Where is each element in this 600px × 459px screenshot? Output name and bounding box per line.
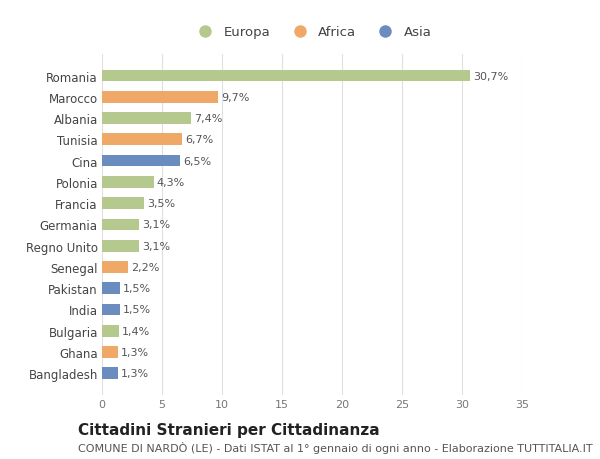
Text: 1,5%: 1,5% bbox=[123, 305, 151, 315]
Text: 6,5%: 6,5% bbox=[183, 156, 211, 166]
Bar bbox=[102, 113, 191, 125]
Bar bbox=[102, 304, 120, 316]
Bar bbox=[102, 241, 139, 252]
Text: 7,4%: 7,4% bbox=[194, 114, 222, 124]
Bar bbox=[102, 283, 120, 294]
Text: COMUNE DI NARDÒ (LE) - Dati ISTAT al 1° gennaio di ogni anno - Elaborazione TUTT: COMUNE DI NARDÒ (LE) - Dati ISTAT al 1° … bbox=[78, 441, 593, 453]
Bar bbox=[102, 262, 128, 273]
Text: 4,3%: 4,3% bbox=[157, 178, 185, 187]
Text: 6,7%: 6,7% bbox=[185, 135, 214, 145]
Text: 9,7%: 9,7% bbox=[221, 93, 250, 102]
Bar bbox=[102, 177, 154, 188]
Text: 3,5%: 3,5% bbox=[147, 199, 175, 209]
Text: 1,5%: 1,5% bbox=[123, 284, 151, 294]
Bar bbox=[102, 92, 218, 103]
Bar bbox=[102, 134, 182, 146]
Legend: Europa, Africa, Asia: Europa, Africa, Asia bbox=[187, 21, 437, 45]
Bar bbox=[102, 219, 139, 231]
Text: 1,3%: 1,3% bbox=[121, 347, 149, 357]
Text: 1,4%: 1,4% bbox=[122, 326, 150, 336]
Bar bbox=[102, 198, 144, 209]
Text: 1,3%: 1,3% bbox=[121, 369, 149, 379]
Bar bbox=[102, 347, 118, 358]
Bar bbox=[102, 368, 118, 379]
Bar bbox=[102, 325, 119, 337]
Text: 2,2%: 2,2% bbox=[131, 263, 160, 272]
Text: 3,1%: 3,1% bbox=[142, 241, 170, 251]
Bar bbox=[102, 156, 180, 167]
Text: 3,1%: 3,1% bbox=[142, 220, 170, 230]
Text: Cittadini Stranieri per Cittadinanza: Cittadini Stranieri per Cittadinanza bbox=[78, 422, 380, 437]
Bar bbox=[102, 71, 470, 82]
Text: 30,7%: 30,7% bbox=[473, 71, 509, 81]
